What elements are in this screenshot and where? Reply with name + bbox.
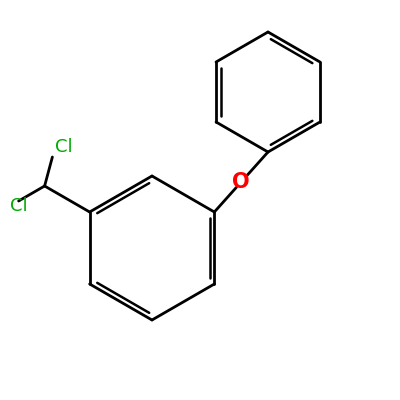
Text: O: O [232,172,250,192]
Text: Cl: Cl [10,197,28,215]
Text: Cl: Cl [55,138,72,156]
